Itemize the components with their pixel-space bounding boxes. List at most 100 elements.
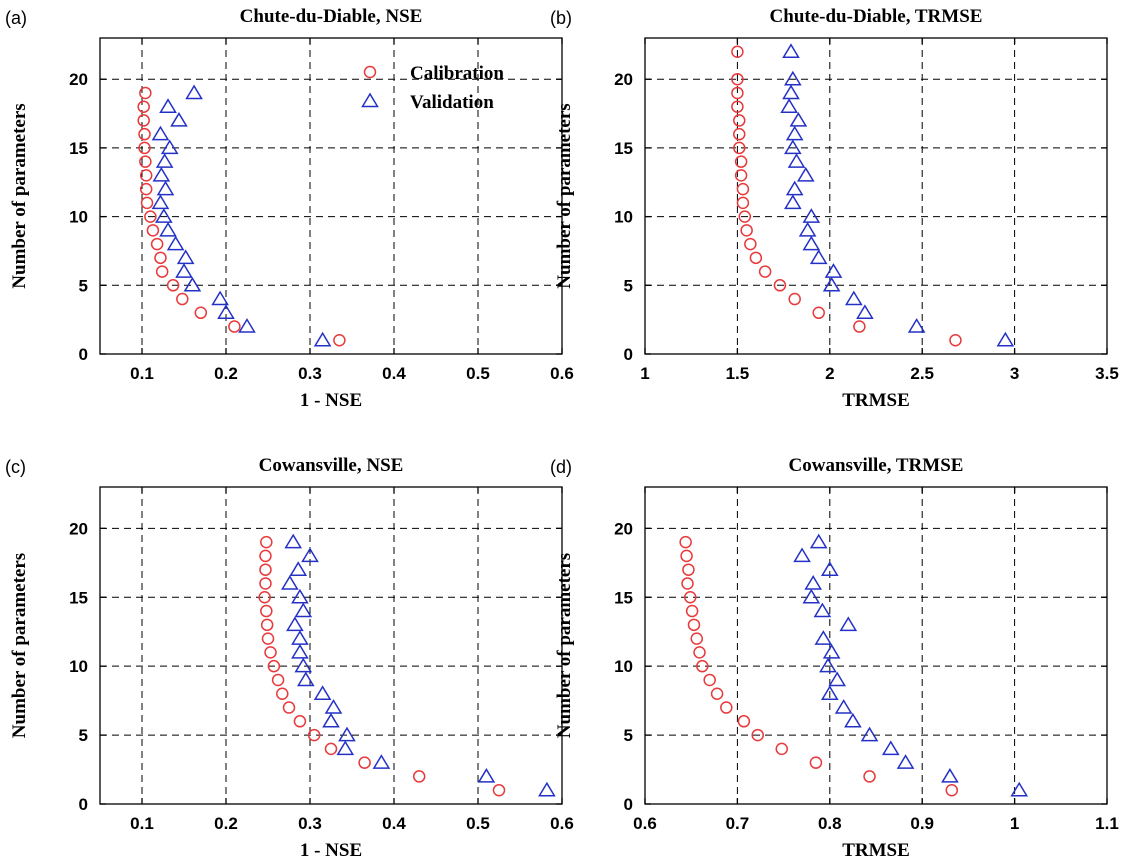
data-point-calibration bbox=[949, 334, 962, 347]
legend-label-calibration: Calibration bbox=[410, 63, 504, 84]
data-point-calibration bbox=[276, 687, 289, 700]
data-point-validation bbox=[175, 263, 193, 278]
legend-marker-calibration bbox=[363, 65, 377, 79]
chart-title: Cowansville, NSE bbox=[259, 455, 404, 476]
data-point-calibration bbox=[140, 196, 154, 210]
data-point-calibration bbox=[176, 292, 189, 306]
data-point-validation bbox=[291, 588, 309, 604]
data-point-validation bbox=[160, 139, 179, 155]
data-point-validation bbox=[813, 602, 832, 618]
data-point-calibration bbox=[736, 196, 750, 210]
data-point-validation bbox=[291, 643, 309, 659]
y-tick-label: 5 bbox=[624, 726, 633, 745]
x-tick-label: 0.1 bbox=[130, 364, 154, 383]
data-point-validation bbox=[822, 643, 841, 659]
data-point-validation bbox=[159, 98, 177, 113]
data-point-validation bbox=[802, 208, 821, 223]
chart-panel-3: 0.1 0.2 0.3 0.4 0.5 0.6 0 5 10 15 20 Cowansville, N… bbox=[5, 455, 574, 861]
x-tick-label: 1.5 bbox=[726, 364, 750, 383]
data-point-calibration bbox=[732, 114, 746, 127]
panel-label: (c) bbox=[5, 457, 26, 477]
data-point-validation bbox=[798, 221, 817, 237]
y-tick-label: 15 bbox=[614, 588, 633, 607]
data-point-calibration bbox=[720, 701, 733, 714]
x-tick-label: 1 bbox=[640, 364, 649, 383]
chart-panel-2: 1 1.5 2 2.5 3 3.5 0 5 10 15 20 Chute-du-Diable, TRM… bbox=[550, 6, 1119, 411]
data-point-calibration bbox=[333, 334, 346, 347]
x-tick-label: 0.2 bbox=[214, 814, 238, 833]
data-point-validation bbox=[809, 533, 828, 549]
data-point-validation bbox=[284, 533, 303, 549]
y-tick-label: 5 bbox=[79, 276, 88, 295]
data-point-validation bbox=[896, 754, 915, 769]
x-tick-label: 2 bbox=[825, 364, 834, 383]
data-point-validation bbox=[313, 331, 332, 347]
y-axis-label: Number of parameters bbox=[9, 103, 30, 288]
x-tick-label: 1 bbox=[1010, 814, 1019, 833]
data-point-validation bbox=[301, 547, 319, 563]
data-point-validation bbox=[839, 616, 858, 632]
data-point-calibration bbox=[788, 292, 801, 306]
x-tick-label: 3.5 bbox=[1095, 364, 1119, 383]
data-point-validation bbox=[822, 276, 841, 292]
y-tick-label: 15 bbox=[69, 139, 88, 158]
data-point-validation bbox=[834, 699, 853, 714]
legend: Calibration Validation bbox=[361, 63, 504, 113]
data-point-calibration bbox=[259, 549, 272, 563]
data-point-validation bbox=[789, 111, 808, 127]
y-tick-label: 10 bbox=[614, 657, 633, 676]
data-point-validation bbox=[804, 575, 822, 590]
data-point-validation bbox=[782, 84, 800, 100]
data-point-validation bbox=[176, 249, 195, 265]
x-tick-label: 2.5 bbox=[910, 364, 934, 383]
data-point-calibration bbox=[740, 224, 753, 237]
data-point-calibration bbox=[734, 169, 748, 182]
data-point-validation bbox=[151, 194, 170, 210]
data-point-calibration bbox=[681, 577, 694, 590]
legend-marker-validation bbox=[361, 92, 379, 108]
data-point-calibration bbox=[139, 155, 152, 168]
x-axis-label: 1 - NSE bbox=[300, 390, 362, 411]
data-point-calibration bbox=[809, 756, 823, 769]
data-point-validation bbox=[238, 318, 256, 333]
data-point-validation bbox=[824, 263, 843, 278]
data-point-calibration bbox=[293, 715, 307, 728]
data-point-calibration bbox=[685, 604, 699, 618]
data-point-calibration bbox=[146, 224, 160, 237]
data-point-validation bbox=[860, 726, 879, 742]
data-point-validation bbox=[338, 726, 356, 742]
data-point-calibration bbox=[194, 306, 208, 320]
data-point-validation bbox=[538, 781, 556, 797]
data-point-validation bbox=[324, 699, 343, 714]
x-tick-label: 0.4 bbox=[382, 814, 406, 833]
data-point-validation bbox=[814, 630, 833, 645]
data-point-validation bbox=[787, 153, 806, 168]
data-point-calibration bbox=[259, 577, 272, 590]
data-point-calibration bbox=[258, 591, 271, 604]
x-axis-label: 1 - NSE bbox=[300, 840, 362, 861]
data-point-calibration bbox=[155, 265, 169, 278]
data-point-calibration bbox=[679, 535, 692, 549]
y-axis-label: Number of parameters bbox=[554, 553, 575, 738]
data-point-validation bbox=[185, 84, 203, 100]
data-point-validation bbox=[152, 166, 171, 182]
data-point-calibration bbox=[150, 237, 164, 251]
series-calibration bbox=[258, 535, 506, 797]
data-point-calibration bbox=[307, 728, 321, 742]
y-tick-label: 10 bbox=[614, 208, 633, 227]
plot-frame bbox=[644, 37, 1108, 355]
data-point-calibration bbox=[853, 320, 866, 333]
data-point-calibration bbox=[138, 141, 151, 155]
data-point-calibration bbox=[267, 659, 281, 673]
y-tick-label: 20 bbox=[69, 70, 88, 89]
y-tick-label: 10 bbox=[69, 208, 88, 227]
y-tick-label: 5 bbox=[624, 276, 633, 295]
panel-label: (d) bbox=[550, 457, 572, 477]
data-point-validation bbox=[372, 754, 391, 769]
data-point-validation bbox=[784, 194, 802, 210]
data-point-calibration bbox=[693, 646, 706, 659]
chart-panel-1: 0.1 0.2 0.3 0.4 0.5 0.6 0 5 10 15 20 Chute-du-Diabl… bbox=[5, 6, 574, 411]
data-point-validation bbox=[820, 685, 839, 700]
data-point-validation bbox=[941, 767, 959, 783]
data-point-calibration bbox=[259, 563, 272, 576]
